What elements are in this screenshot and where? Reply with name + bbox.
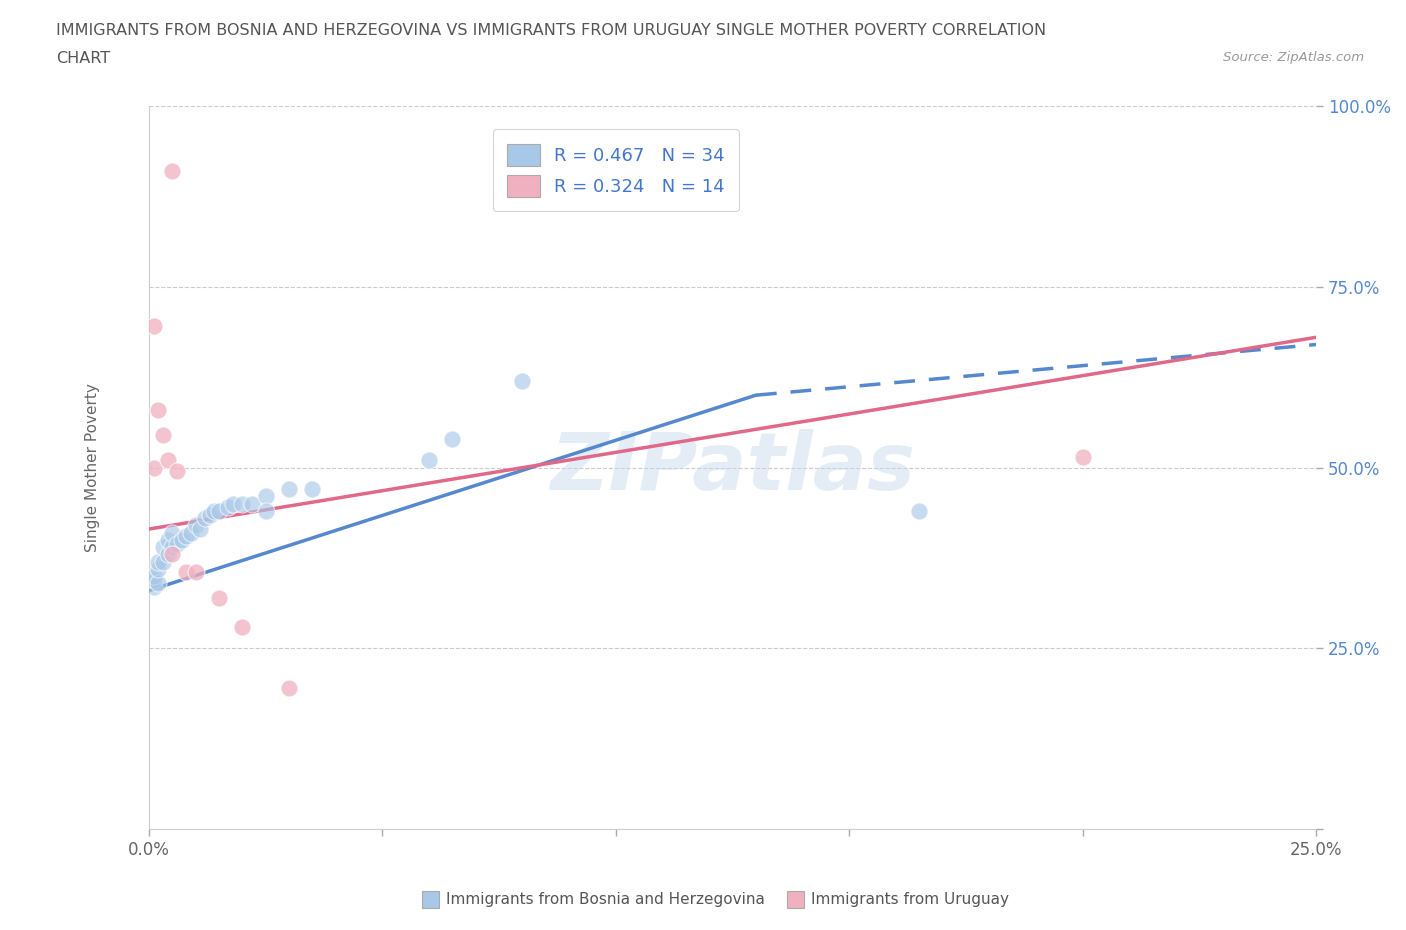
Text: Immigrants from Bosnia and Herzegovina: Immigrants from Bosnia and Herzegovina bbox=[446, 892, 765, 907]
Text: IMMIGRANTS FROM BOSNIA AND HERZEGOVINA VS IMMIGRANTS FROM URUGUAY SINGLE MOTHER : IMMIGRANTS FROM BOSNIA AND HERZEGOVINA V… bbox=[56, 23, 1046, 38]
Point bbox=[166, 536, 188, 551]
Point bbox=[194, 511, 217, 525]
Point bbox=[162, 525, 184, 540]
Point bbox=[908, 503, 931, 518]
Point bbox=[162, 547, 184, 562]
Point bbox=[148, 562, 170, 577]
Point bbox=[180, 525, 202, 540]
Point bbox=[148, 402, 170, 417]
Point bbox=[240, 497, 263, 512]
Point bbox=[142, 572, 165, 587]
Point bbox=[152, 554, 174, 569]
Point bbox=[152, 428, 174, 443]
Point bbox=[188, 522, 211, 537]
Point bbox=[142, 319, 165, 334]
Point bbox=[174, 565, 197, 580]
Point bbox=[278, 482, 301, 497]
Point bbox=[156, 547, 179, 562]
Point bbox=[202, 503, 225, 518]
Text: ZIPatlas: ZIPatlas bbox=[550, 429, 915, 507]
Point bbox=[208, 503, 231, 518]
Point bbox=[170, 533, 193, 548]
Point bbox=[174, 529, 197, 544]
Point bbox=[142, 579, 165, 594]
Point bbox=[441, 432, 464, 446]
Point bbox=[254, 489, 277, 504]
Point bbox=[418, 453, 440, 468]
Point bbox=[142, 460, 165, 475]
Point bbox=[152, 539, 174, 554]
Point bbox=[198, 507, 221, 522]
Point bbox=[278, 681, 301, 696]
Point bbox=[184, 565, 207, 580]
Point bbox=[142, 568, 165, 583]
Point bbox=[301, 482, 323, 497]
Point bbox=[231, 619, 253, 634]
Legend: R = 0.467   N = 34, R = 0.324   N = 14: R = 0.467 N = 34, R = 0.324 N = 14 bbox=[492, 129, 740, 211]
Point bbox=[162, 539, 184, 554]
Point bbox=[231, 497, 253, 512]
Point bbox=[1071, 449, 1094, 464]
Point bbox=[162, 164, 184, 179]
Point bbox=[166, 464, 188, 479]
Point bbox=[222, 497, 245, 512]
Text: CHART: CHART bbox=[56, 51, 110, 66]
Point bbox=[512, 373, 534, 388]
Point bbox=[156, 453, 179, 468]
Point bbox=[208, 591, 231, 605]
Point bbox=[148, 554, 170, 569]
Point bbox=[148, 576, 170, 591]
Point bbox=[254, 503, 277, 518]
Text: Immigrants from Uruguay: Immigrants from Uruguay bbox=[811, 892, 1010, 907]
Point bbox=[184, 518, 207, 533]
Point bbox=[217, 500, 239, 515]
Y-axis label: Single Mother Poverty: Single Mother Poverty bbox=[86, 383, 100, 552]
Text: Source: ZipAtlas.com: Source: ZipAtlas.com bbox=[1223, 51, 1364, 64]
Point bbox=[156, 533, 179, 548]
